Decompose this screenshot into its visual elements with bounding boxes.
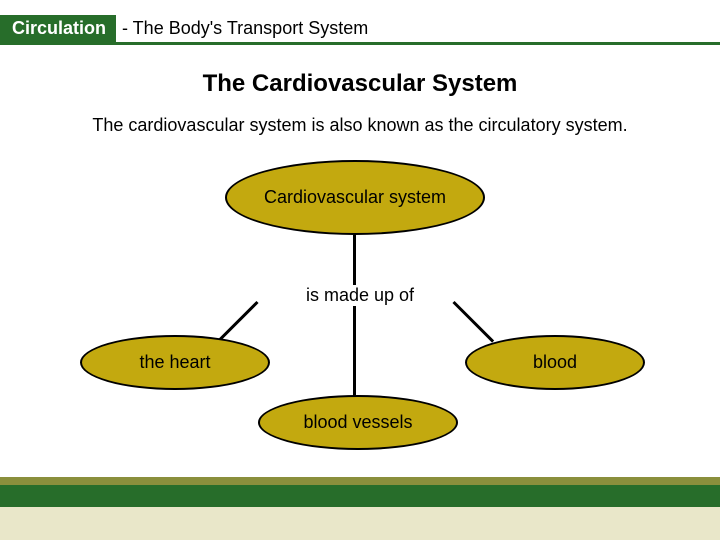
- connector-line: [353, 235, 356, 285]
- node-label: the heart: [139, 352, 210, 373]
- diagram-mid-label: is made up of: [302, 285, 418, 306]
- node-label: blood vessels: [303, 412, 412, 433]
- node-label: Cardiovascular system: [264, 187, 446, 208]
- node-blood: blood: [465, 335, 645, 390]
- header-bar: Circulation - The Body's Transport Syste…: [0, 15, 368, 41]
- connector-line: [452, 301, 494, 343]
- connector-line: [217, 301, 259, 343]
- node-cardiovascular-system: Cardiovascular system: [225, 160, 485, 235]
- node-label: blood: [533, 352, 577, 373]
- header-subtitle: - The Body's Transport System: [116, 18, 368, 39]
- header-underline: [0, 42, 720, 45]
- connector-line: [353, 305, 356, 397]
- footer-band: [0, 477, 720, 485]
- footer-band: [0, 507, 720, 540]
- footer-band: [0, 485, 720, 507]
- header-badge: Circulation: [0, 15, 116, 42]
- node-heart: the heart: [80, 335, 270, 390]
- page-subtitle: The cardiovascular system is also known …: [0, 115, 720, 136]
- node-blood-vessels: blood vessels: [258, 395, 458, 450]
- page-title: The Cardiovascular System: [0, 70, 720, 98]
